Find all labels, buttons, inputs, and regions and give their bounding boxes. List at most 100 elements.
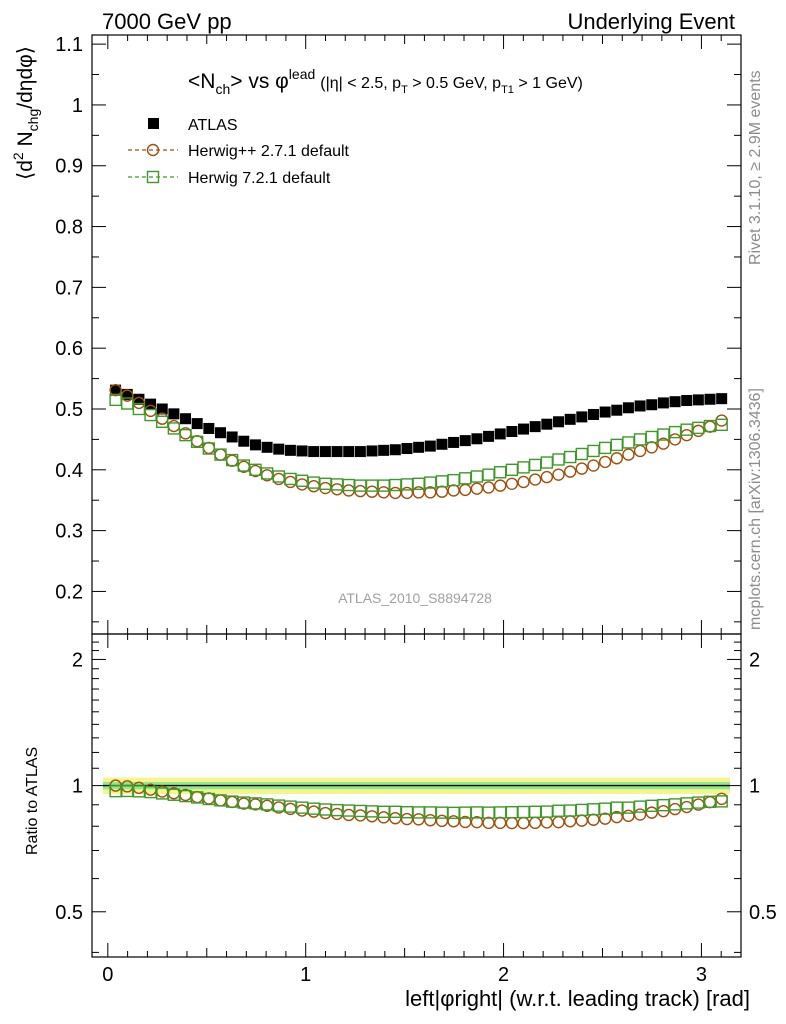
main-series-0 [110,384,728,458]
main-point [377,479,390,492]
main-point [611,404,623,416]
main-point [646,399,658,411]
ratio-ytick-label: 0.5 [55,902,83,924]
main-ytick-label: 0.3 [55,521,83,543]
analysis-watermark: ATLAS_2010_S8894728 [338,590,492,606]
main-point [389,444,401,456]
legend-marker-herwig7 [146,170,160,184]
main-ytick-label: 1 [72,95,83,117]
main-point [505,463,519,477]
ratio-point [715,795,728,808]
main-point [563,450,577,464]
main-point [528,473,542,486]
legend-label-herwigpp: Herwig++ 2.7.1 default [188,143,350,160]
main-point [587,459,600,472]
main-point [145,398,157,410]
header-left: 7000 GeV pp [102,9,232,34]
main-point [552,468,565,481]
main-point [190,435,204,449]
main-point [354,446,366,458]
main-point [144,408,157,422]
main-point [552,453,565,466]
main-axis-ticks: 0.2 0.3 0.4 0.5 0.6 0.7 0.8 0.9 1 1.1 [55,34,741,634]
main-ytick-label: 0.4 [55,460,83,482]
main-point [272,472,285,486]
ratio-point [435,814,449,828]
main-point [424,440,436,452]
main-point [517,461,530,474]
rivet-label: Rivet 3.1.10, ≥ 2.9M events [747,70,764,265]
main-point [494,479,507,492]
ratio-point [494,806,507,819]
main-point [284,444,296,456]
ratio-point [552,815,565,829]
ratio-point [610,810,623,824]
main-point [412,486,425,499]
ratio-data-marks [109,779,728,830]
main-ytick-label: 0.9 [55,156,83,178]
main-point [715,418,728,432]
ratio-point [505,816,519,830]
legend: ATLAS Herwig++ 2.7.1 default Herwig 7.2.… [128,117,350,187]
main-point [528,458,542,472]
main-point [622,436,635,449]
main-point [447,473,460,487]
main-point [203,422,215,434]
ratio-point [424,813,437,827]
ratio-frame [91,633,742,958]
main-point [540,456,554,469]
ratio-point [528,816,542,830]
main-point [190,435,204,448]
xlabel: left|φright| (w.r.t. leading track) [rad… [405,986,750,1011]
main-point [167,419,181,433]
main-point [645,441,658,454]
main-point [598,441,612,455]
main-point [622,448,635,461]
main-ytick-label: 0.2 [55,581,83,603]
main-point [576,411,588,423]
ratio-ytick-label: 1 [72,776,83,798]
main-point [494,466,507,479]
main-point [343,446,355,458]
ratio-ytick-label: 2 [72,649,83,671]
main-series-1 [109,383,728,500]
main-point [110,384,122,396]
main-point [564,413,576,425]
ratio-point [517,805,530,819]
ratio-point [715,792,728,806]
main-point [715,414,728,427]
main-series-2 [109,393,728,492]
main-point [389,486,402,500]
main-point [471,433,483,445]
ratio-series-1 [109,784,728,820]
main-point [109,383,122,397]
main-ytick-label: 0.6 [55,338,83,360]
main-point [167,422,181,435]
ratio-point [354,809,367,822]
main-point [505,477,519,490]
main-point [598,455,612,469]
main-point [447,484,460,497]
main-point [307,480,320,493]
ratio-point [295,804,309,817]
ratio-point [482,806,495,819]
main-point [692,424,705,438]
main-point [448,436,460,448]
ratio-point [225,795,239,809]
ratio-point [598,812,612,825]
mcplots-label: mcplots.cern.ch [arXiv:1306.3436] [747,388,764,630]
main-point [202,441,216,455]
ratio-point [552,804,565,817]
main-point [377,486,390,499]
ratio-point [703,795,717,809]
main-point [331,446,343,458]
main-point [225,454,239,467]
main-point [633,433,647,446]
ratio-point [202,792,216,805]
ratio-point [575,803,589,817]
ratio-point [517,816,530,830]
ratio-ytick-label-right: 1 [749,776,760,798]
main-point [692,394,704,406]
main-point [681,394,693,406]
